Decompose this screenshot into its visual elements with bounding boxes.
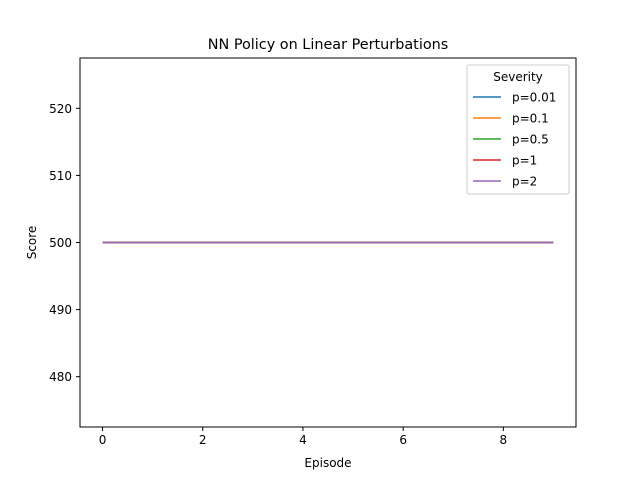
legend-label: p=0.1	[512, 112, 549, 126]
legend-label: p=0.01	[512, 91, 556, 105]
x-tick-label: 4	[299, 433, 307, 447]
x-tick-label: 0	[99, 433, 107, 447]
y-tick-label: 490	[49, 303, 72, 317]
legend-items: p=0.01 p=0.1 p=0.5 p=1 p=2	[473, 91, 556, 189]
y-tick-label: 520	[49, 102, 72, 116]
x-tick-label: 2	[199, 433, 207, 447]
x-axis-label: Episode	[304, 456, 351, 470]
y-tick-label: 480	[49, 370, 72, 384]
x-tick-label: 6	[399, 433, 407, 447]
y-tick-label: 510	[49, 169, 72, 183]
chart-title: NN Policy on Linear Perturbations	[208, 37, 449, 53]
legend-label: p=0.5	[512, 133, 549, 147]
y-axis-label: Score	[25, 226, 39, 260]
legend: Severity p=0.01 p=0.1 p=0.5 p=1 p=2	[466, 64, 570, 195]
legend-title: Severity	[493, 70, 543, 84]
x-tick-label: 8	[500, 433, 508, 447]
y-tick-label: 500	[49, 236, 72, 250]
x-axis-ticks: 0 2 4 6 8	[99, 427, 507, 447]
legend-label: p=1	[512, 154, 537, 168]
legend-label: p=2	[512, 175, 537, 189]
y-axis-ticks: 480 490 500 510 520	[49, 102, 80, 384]
